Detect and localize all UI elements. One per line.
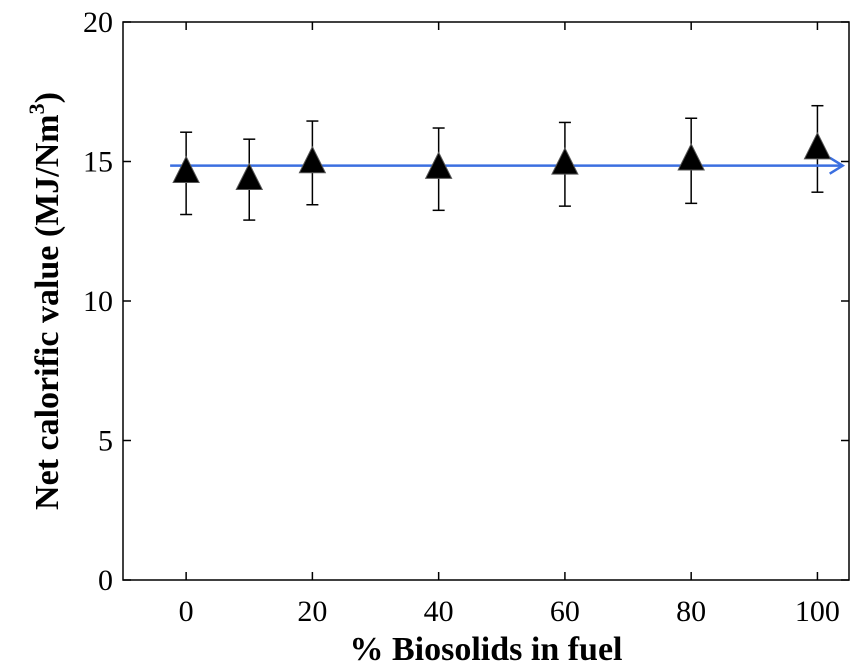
y-tick-label: 20 [83, 6, 113, 39]
x-axis-title: % Biosolids in fuel [349, 631, 622, 667]
data-point-triangle [235, 162, 264, 191]
data-point-triangle [677, 142, 705, 171]
y-tick-label: 0 [98, 564, 113, 597]
reference-line-arrowhead [829, 156, 846, 175]
y-axis: 0 5 10 15 20 [83, 6, 849, 597]
data-point-triangle [424, 151, 453, 179]
y-tick-label: 15 [83, 146, 113, 179]
x-tick-label: 40 [424, 595, 454, 628]
y-axis-title-suffix: ) [29, 92, 66, 103]
y-tick-label: 10 [83, 285, 113, 318]
x-tick-label: 80 [676, 595, 706, 628]
y-axis-title: Net calorific value (MJ/Nm3) [24, 92, 66, 510]
reference-line-group [170, 156, 846, 175]
data-point-triangle [803, 131, 832, 160]
data-point-triangle [172, 155, 200, 184]
x-tick-label: 100 [795, 595, 840, 628]
data-point-triangle [298, 145, 327, 174]
y-tick-label: 5 [98, 425, 113, 458]
y-axis-title-main: Net calorific value (MJ/Nm [29, 114, 66, 510]
y-axis-title-superscript: 3 [24, 103, 49, 114]
data-point-triangle [551, 147, 579, 175]
x-tick-label: 20 [297, 595, 327, 628]
plot-area [122, 21, 850, 581]
x-tick-label: 60 [550, 595, 580, 628]
x-axis: 0 20 40 60 80 100 [179, 22, 840, 628]
data-markers [172, 131, 832, 191]
x-tick-label: 0 [179, 595, 194, 628]
